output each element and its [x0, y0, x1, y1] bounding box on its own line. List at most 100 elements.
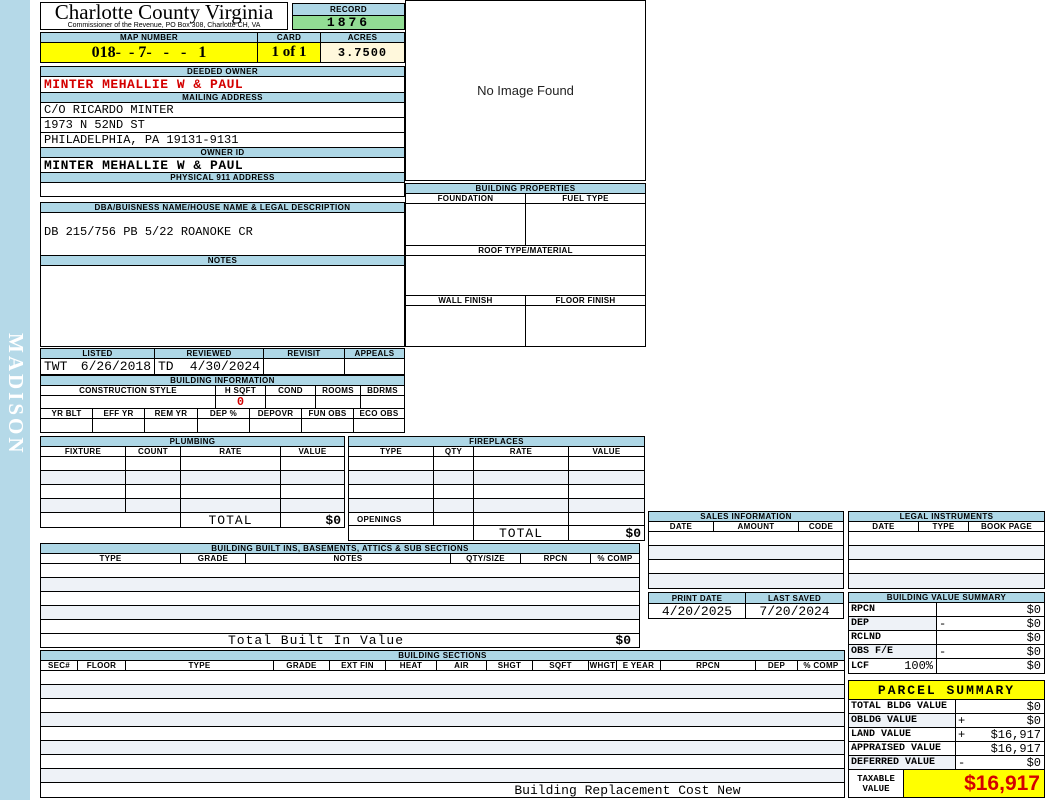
fireplaces-total-row: TOTAL $0 [349, 526, 644, 540]
plumbing-total-row: TOTAL $0 [41, 513, 344, 527]
bvs-label: OBS F/E [849, 645, 937, 658]
parcel-value-cell: + $0 [956, 714, 1044, 727]
legal-description-value: DB 215/756 PB 5/22 ROANOKE CR [41, 213, 404, 256]
built-ins-table: BUILDING BUILT INS, BASEMENTS, ATTICS & … [40, 543, 640, 648]
bvs-label: DEP [849, 617, 937, 630]
plumbing-col-count: COUNT [126, 447, 181, 456]
empty-cell [474, 471, 569, 484]
rem-yr-label: REM YR [145, 409, 198, 418]
empty-cell [474, 499, 569, 512]
owner-id-value: MINTER MEHALLIE W & PAUL [41, 158, 404, 173]
map-header-row: MAP NUMBER CARD ACRES [41, 33, 404, 43]
reviewed-by: TD [158, 359, 174, 374]
parcel-label: APPRAISED VALUE [849, 742, 956, 755]
empty-row [41, 485, 344, 499]
roof-label: ROOF TYPE/MATERIAL [406, 246, 645, 256]
appeals-value [345, 359, 404, 374]
parcel-row-obldg: OBLDG VALUE + $0 [849, 714, 1044, 728]
depovr-value [250, 419, 302, 432]
empty-row [41, 685, 844, 699]
fireplaces-title: FIREPLACES [349, 437, 644, 447]
bvs-value: $0 [1026, 631, 1041, 644]
fireplaces-openings-qty [434, 513, 474, 525]
empty-cell [41, 457, 126, 470]
eff-yr-value [93, 419, 145, 432]
yr-blt-label: YR BLT [41, 409, 93, 418]
empty-row [849, 560, 1044, 574]
built-ins-title: BUILDING BUILT INS, BASEMENTS, ATTICS & … [41, 544, 639, 554]
empty-cell [434, 485, 474, 498]
fireplaces-col-value: VALUE [592, 447, 621, 456]
listed-by: TWT [44, 359, 68, 374]
empty-cell [41, 471, 126, 484]
parcel-value: $16,917 [990, 742, 1041, 755]
plumbing-table: PLUMBING FIXTURE COUNT RATE VALUE TOTAL … [40, 436, 345, 528]
empty-row [41, 713, 844, 727]
plumbing-total-value: $0 [325, 513, 341, 527]
legal-header-row: DATE TYPE BOOK PAGE [849, 522, 1044, 532]
empty-cell [569, 471, 644, 484]
physical-911-address-value [41, 183, 404, 196]
parcel-value: $0 [1026, 756, 1041, 769]
empty-cell [434, 457, 474, 470]
empty-cell [126, 485, 181, 498]
built-ins-header-row: TYPE GRADE NOTES QTY/SIZE RPCN % COMP [41, 554, 639, 564]
building-sections-header-row: SEC# FLOOR TYPE GRADE EXT FIN HEAT AIR S… [41, 661, 844, 671]
fireplaces-col-rate: RATE [474, 447, 569, 456]
building-properties-title: BUILDING PROPERTIES [406, 184, 645, 194]
wall-finish-value [406, 306, 526, 346]
construction-style-label: CONSTRUCTION STYLE [41, 386, 216, 395]
bvs-op: - [939, 617, 947, 630]
fireplaces-openings-value [569, 513, 644, 525]
mailing-address-line3: PHILADELPHIA, PA 19131-9131 [41, 133, 404, 148]
bvs-value-cell: - $0 [937, 645, 1044, 658]
empty-cell [281, 499, 344, 512]
review-value-row: TWT 6/26/2018 TD 4/30/2024 [41, 359, 404, 374]
empty-row [41, 741, 844, 755]
empty-cell [281, 471, 344, 484]
wall-finish-label: WALL FINISH [406, 296, 526, 305]
empty-row [649, 574, 843, 588]
fuel-type-label: FUEL TYPE [562, 194, 609, 203]
empty-cell [41, 485, 126, 498]
deeded-owner-label: DEEDED OWNER [41, 67, 404, 77]
parcel-op: + [958, 714, 966, 727]
building-info-header-row-2: YR BLT EFF YR REM YR DEP % DEPOVR FUN OB… [41, 409, 404, 419]
parcel-value-cell: $16,917 [956, 742, 1044, 755]
sales-information-table: SALES INFORMATION DATE AMOUNT CODE [648, 511, 844, 589]
mailing-address-line2: 1973 N 52ND ST [41, 118, 404, 133]
legal-description-label: DBA/BUISNESS NAME/HOUSE NAME & LEGAL DES… [41, 203, 404, 213]
map-card-acres-table: MAP NUMBER CARD ACRES 018- - 7- - - 1 1 … [40, 32, 405, 63]
sections-col-sqft: SQFT [533, 661, 589, 670]
bvs-row-rpcn: RPCN $0 [849, 603, 1044, 617]
dep-pct-value [198, 419, 250, 432]
card-label: CARD [258, 33, 321, 42]
empty-cell [434, 499, 474, 512]
construction-style-value [41, 396, 216, 408]
bvs-value: $0 [1026, 603, 1041, 616]
bvs-value-cell: - $0 [937, 617, 1044, 630]
parcel-op: + [958, 728, 966, 741]
no-image-text: No Image Found [477, 83, 574, 98]
bvs-op: - [939, 645, 947, 658]
bvs-value: $0 [1026, 617, 1041, 630]
built-ins-col-grade: GRADE [181, 554, 246, 563]
empty-row [41, 564, 639, 578]
parcel-value-cell: $0 [956, 700, 1044, 713]
sections-col-grade: GRADE [274, 661, 330, 670]
empty-row [41, 592, 639, 606]
bvs-row-lcf: LCF 100% $0 [849, 659, 1044, 673]
fuel-type-value [526, 204, 645, 245]
cond-label: COND [266, 386, 316, 395]
empty-row [41, 620, 639, 634]
record-number: 1876 [293, 15, 404, 30]
built-ins-col-rpcn: RPCN [521, 554, 591, 563]
wall-floor-header-row: WALL FINISH FLOOR FINISH [406, 296, 645, 306]
empty-cell [281, 485, 344, 498]
eff-yr-label: EFF YR [93, 409, 145, 418]
reviewed-value: TD 4/30/2024 [155, 359, 264, 374]
owner-id-label: OWNER ID [41, 148, 404, 158]
listed-label: LISTED [41, 349, 155, 358]
bvs-pct: 100% [904, 659, 933, 673]
empty-row [849, 532, 1044, 546]
